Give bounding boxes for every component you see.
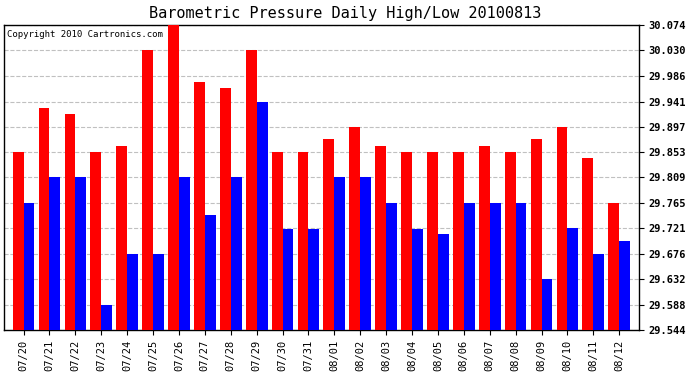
Bar [39, 108, 50, 330]
Bar [246, 50, 257, 330]
Bar [335, 177, 345, 330]
Bar [272, 152, 282, 330]
Bar [12, 152, 23, 330]
Bar [557, 127, 567, 330]
Bar [593, 254, 604, 330]
Bar [360, 177, 371, 330]
Bar [194, 82, 205, 330]
Bar [282, 229, 293, 330]
Bar [490, 203, 500, 330]
Bar [453, 152, 464, 330]
Bar [438, 234, 449, 330]
Bar [50, 177, 60, 330]
Bar [90, 152, 101, 330]
Bar [619, 241, 630, 330]
Bar [504, 152, 515, 330]
Bar [64, 114, 75, 330]
Bar [230, 177, 241, 330]
Bar [153, 254, 164, 330]
Bar [567, 228, 578, 330]
Bar [75, 177, 86, 330]
Bar [427, 152, 438, 330]
Bar [23, 203, 34, 330]
Bar [609, 203, 619, 330]
Bar [168, 25, 179, 330]
Bar [349, 127, 360, 330]
Bar [179, 177, 190, 330]
Bar [531, 140, 542, 330]
Bar [464, 203, 475, 330]
Bar [117, 146, 127, 330]
Bar [220, 88, 230, 330]
Bar [401, 152, 412, 330]
Bar [515, 203, 526, 330]
Bar [542, 279, 553, 330]
Bar [386, 203, 397, 330]
Bar [412, 229, 423, 330]
Bar [205, 215, 216, 330]
Bar [375, 146, 386, 330]
Bar [308, 229, 319, 330]
Text: Barometric Pressure Daily High/Low 20100813: Barometric Pressure Daily High/Low 20100… [149, 6, 541, 21]
Bar [582, 159, 593, 330]
Bar [101, 304, 112, 330]
Bar [127, 254, 138, 330]
Bar [297, 152, 308, 330]
Bar [142, 50, 153, 330]
Bar [479, 146, 490, 330]
Text: Copyright 2010 Cartronics.com: Copyright 2010 Cartronics.com [8, 30, 164, 39]
Bar [324, 140, 335, 330]
Bar [257, 102, 268, 330]
